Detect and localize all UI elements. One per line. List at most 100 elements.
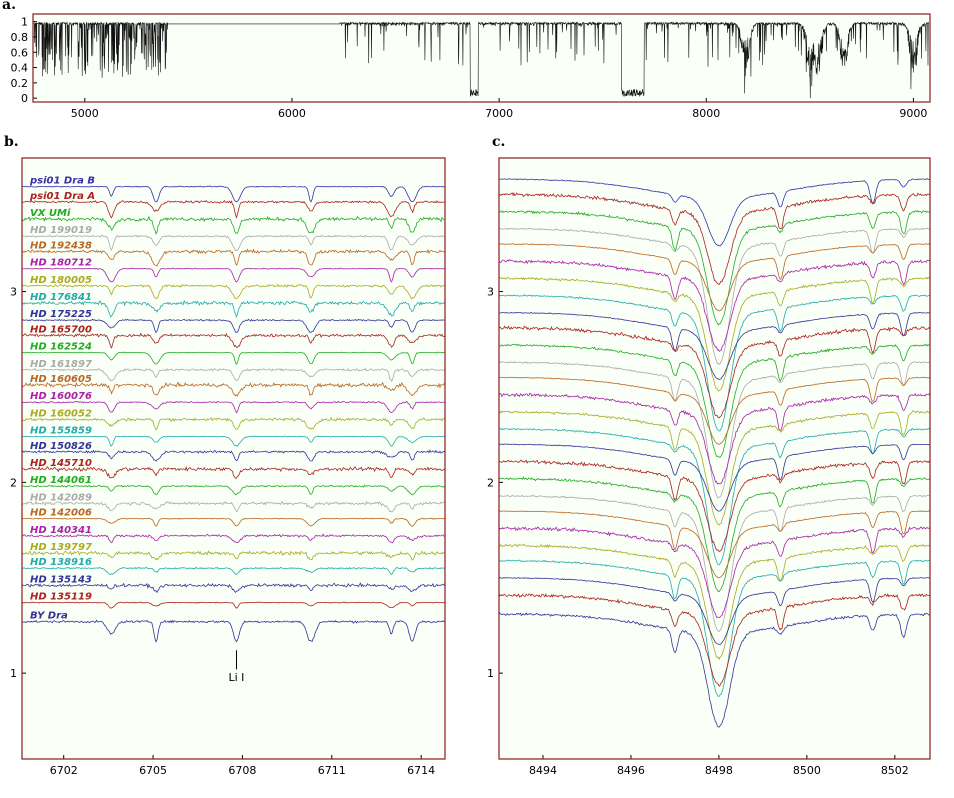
panel-c-ticks: 8494 8496 8498 8500 8502 1 2 3 (487, 286, 909, 777)
panel-b-series-label: HD 160052 (30, 408, 92, 419)
panel-b-background (22, 158, 445, 759)
panel-b-series-label: HD 160605 (30, 374, 92, 385)
panel-b-series-label: HD 135143 (30, 574, 92, 585)
panel-b-li-region: psi01 Dra B psi01 Dra A VX UMi HD 199019 HD … (10, 157, 446, 777)
panel-b-series-line (21, 299, 446, 318)
panel-c-series-line (498, 294, 931, 432)
panel-b-series-line (21, 601, 446, 609)
panel-a-xtick-label: 5000 (71, 107, 99, 120)
panel-b-series-label: HD 142006 (30, 508, 92, 519)
panel-c-xtick-label: 8494 (529, 764, 557, 777)
li-i-annotation: Li I (229, 671, 245, 684)
panel-c-ca-triplet-region: 8494 8496 8498 8500 8502 1 2 3 (487, 157, 931, 777)
panel-b-series (21, 185, 446, 643)
panel-a-frame (32, 13, 931, 103)
panel-letter-a: a. (2, 0, 16, 13)
panel-b-series-label: HD 160076 (30, 391, 92, 402)
panel-c-xtick-label: 8500 (793, 764, 821, 777)
panel-c-background (499, 158, 930, 759)
panel-b-series-line (21, 199, 446, 219)
panel-c-series-line (498, 592, 931, 687)
panel-b-series-label: HD 199019 (30, 225, 92, 236)
panel-b-series-label: HD 140341 (30, 525, 92, 536)
panel-b-series-label: VX UMi (30, 208, 71, 219)
panel-c-series-line (498, 343, 931, 458)
panel-b-series-label: HD 180005 (30, 275, 92, 286)
panel-b-series-line (21, 484, 446, 496)
panel-c-series-line (498, 459, 931, 553)
panel-b-series-line (21, 449, 446, 462)
panel-b-series-line (21, 619, 446, 643)
panel-b-xtick-label: 6702 (50, 764, 78, 777)
panel-c-series-line (498, 210, 931, 326)
panel-c-series-line (498, 392, 931, 485)
panel-c-ytick-label: 3 (487, 286, 494, 299)
panel-c-series-line (498, 577, 930, 645)
panel-b-series-line (21, 400, 446, 414)
panel-c-series-line (498, 559, 931, 697)
panel-c-series-line (498, 427, 931, 566)
panel-c-series-line (498, 361, 931, 499)
panel-c-series-line (498, 227, 931, 365)
panel-b-series-line (21, 185, 446, 203)
panel-a-ticks: 5000 6000 7000 8000 9000 0 0.2 0.4 0.6 0.8 1 (11, 16, 928, 120)
panel-c-series-line (498, 178, 931, 247)
panel-b-xtick-label: 6711 (318, 764, 346, 777)
panel-b-series-label: HD 165700 (30, 324, 92, 335)
panel-c-series-line (498, 410, 931, 526)
panel-b-series-label: HD 155859 (30, 426, 92, 437)
panel-a-xtick-label: 9000 (899, 107, 927, 120)
panel-c-xtick-label: 8502 (881, 764, 909, 777)
panel-a-ytick-label: 0 (21, 92, 28, 105)
panel-b-series-line (21, 318, 446, 334)
panel-b-series-line (22, 435, 446, 447)
panel-b-series-label: HD 135119 (30, 592, 92, 603)
panel-b-ytick-label: 1 (10, 667, 17, 680)
panel-a-xtick-label: 7000 (485, 107, 513, 120)
panel-a-ytick-label: 0.4 (11, 62, 29, 75)
panel-c-xtick-label: 8496 (617, 764, 645, 777)
panel-b-series-line (21, 517, 446, 527)
panel-a-xtick-label: 6000 (278, 107, 306, 120)
panel-c-series-line (498, 612, 931, 728)
panel-b-series-label: HD 162524 (30, 342, 92, 353)
panel-b-frame (21, 157, 446, 760)
panel-b-series-label: HD 180712 (30, 258, 92, 269)
panel-b-ytick-label: 3 (10, 286, 17, 299)
panel-c-series-line (498, 543, 931, 661)
panel-b-xtick-label: 6714 (407, 764, 435, 777)
panel-a-ytick-label: 1 (21, 16, 28, 29)
panel-b-series-label: psi01 Dra B (29, 176, 95, 187)
panel-b-series-line (21, 582, 446, 594)
panel-b-series-line (21, 332, 446, 349)
panel-a-overview-spectrum: 5000 6000 7000 8000 9000 0 0.2 0.4 0.6 0.8 1 (11, 13, 931, 120)
panel-c-series-line (499, 443, 931, 512)
panel-b-series-label: HD 175225 (30, 309, 92, 320)
panel-c-series-line (498, 476, 931, 592)
panel-b-series-line (21, 381, 446, 397)
panel-b-series-line (21, 267, 446, 283)
panel-b-series-label: BY Dra (30, 611, 68, 622)
panel-b-series-line (21, 283, 446, 300)
panel-c-series-line (498, 510, 931, 579)
panel-b-legend-labels: psi01 Dra B psi01 Dra A VX UMi HD 199019 HD … (29, 176, 95, 622)
panel-c-series-line (498, 325, 931, 419)
panel-b-ytick-label: 2 (10, 476, 17, 489)
panel-b-series-label: HD 176841 (30, 292, 92, 303)
panel-b-series-line (21, 566, 446, 575)
panel-b-series-line (21, 416, 446, 431)
panel-b-series-label: HD 150826 (30, 441, 92, 452)
panel-letter-b: b. (4, 134, 19, 150)
panel-c-series-line (498, 243, 931, 312)
panel-a-xtick-label: 8000 (692, 107, 720, 120)
panel-b-series-line (21, 533, 446, 544)
panel-a-series (33, 21, 929, 99)
panel-c-xtick-label: 8498 (705, 764, 733, 777)
panel-b-series-label: HD 139797 (30, 542, 92, 553)
panel-b-series-line (21, 367, 446, 383)
panel-b-series-line (21, 351, 446, 366)
panel-c-ytick-label: 1 (487, 667, 494, 680)
panel-c-series (498, 178, 931, 728)
panel-c-series-line (498, 526, 931, 619)
panel-b-xtick-label: 6705 (139, 764, 167, 777)
